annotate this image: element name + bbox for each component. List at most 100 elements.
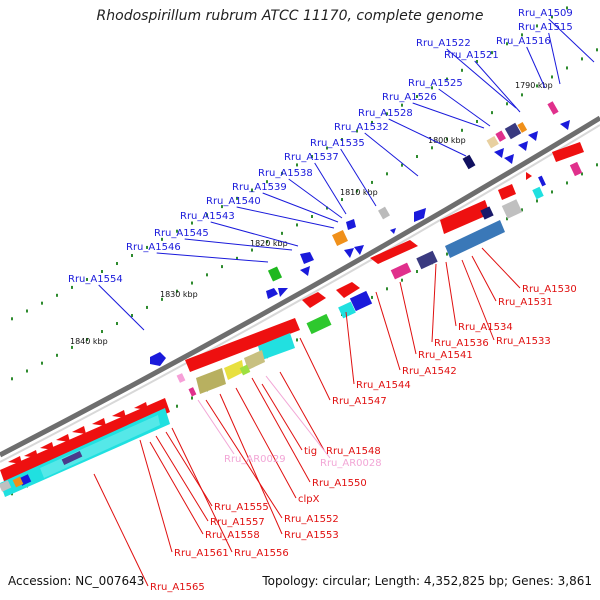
reverse-gene-label[interactable]: Rru_A1557 <box>210 517 265 528</box>
gene-arrow <box>346 219 356 230</box>
forward-gene-label[interactable]: Rru_A1525 <box>408 78 463 89</box>
scale-dot <box>146 245 148 249</box>
gene-box <box>486 136 499 149</box>
scale-dot <box>386 287 388 291</box>
forward-gene-label[interactable]: Rru_A1537 <box>284 152 339 163</box>
gene-band <box>185 318 300 372</box>
forward-gene-label[interactable]: Rru_A1538 <box>258 168 313 179</box>
reverse-leader-line <box>139 439 173 553</box>
reverse-leader-line <box>93 473 149 587</box>
scale-dot <box>116 322 118 326</box>
scale-dot <box>41 361 43 365</box>
scale-dot <box>296 338 298 342</box>
scale-dot <box>41 301 43 305</box>
gene-arrow <box>370 240 418 264</box>
scale-dot <box>311 214 313 218</box>
gene-band <box>40 415 160 478</box>
scale-dot <box>566 66 568 70</box>
gene-box <box>569 161 583 177</box>
gene-box <box>517 122 528 133</box>
reverse-gene-label[interactable]: tig <box>304 446 317 457</box>
reverse-gene-label[interactable]: Rru_A1553 <box>284 530 339 541</box>
scale-dot <box>176 289 178 293</box>
scale-tick-1800: 1800 kbp <box>428 136 466 145</box>
forward-gene-label[interactable]: Rru_A1526 <box>382 92 437 103</box>
gene-arrow <box>302 292 326 308</box>
forward-leader-line <box>288 178 343 219</box>
forward-gene-label[interactable]: Rru_A1554 <box>68 274 123 285</box>
forward-gene-label[interactable]: Rru_A1540 <box>206 196 261 207</box>
forward-leader-line <box>388 118 467 157</box>
forward-gene-label[interactable]: Rru_A1509 <box>518 8 573 19</box>
scale-dot <box>596 48 598 52</box>
scale-dot <box>596 163 598 167</box>
reverse-gene-label[interactable]: Rru_A1541 <box>418 350 473 361</box>
reverse-gene-label[interactable]: Rru_A1530 <box>522 284 577 295</box>
reverse-gene-label[interactable]: Rru_A1531 <box>498 297 553 308</box>
forward-gene-label[interactable]: Rru_A1546 <box>126 242 181 253</box>
scale-dot <box>221 265 223 269</box>
scale-dot <box>536 84 538 88</box>
forward-gene-label[interactable]: Rru_A1515 <box>518 22 573 33</box>
reverse-gene-label[interactable]: Rru_A1533 <box>496 336 551 347</box>
reverse-gene-label[interactable]: Rru_A1550 <box>312 478 367 489</box>
gene-band <box>244 350 265 370</box>
reverse-gene-label[interactable]: Rru_A1565 <box>150 582 205 593</box>
forward-leader-line <box>548 18 595 63</box>
scale-dot <box>446 252 448 256</box>
reverse-gene-label[interactable]: Rru_A1544 <box>356 380 411 391</box>
forward-gene-label[interactable]: Rru_A1532 <box>334 122 389 133</box>
scale-dot <box>146 305 148 309</box>
gene-box <box>532 186 544 200</box>
reverse-gene-label[interactable]: clpX <box>298 494 320 505</box>
reverse-gene-label[interactable]: Rru_A1542 <box>402 366 457 377</box>
reverse-gene-label[interactable]: Rru_A1556 <box>234 548 289 559</box>
scale-dot <box>236 196 238 200</box>
reverse-gene-label[interactable]: Rru_A1548 <box>326 446 381 457</box>
gene-arrow <box>560 120 570 130</box>
gene-arrow <box>498 184 516 200</box>
gene-arrow <box>278 288 288 297</box>
scale-dot <box>296 163 298 167</box>
reverse-gene-label[interactable]: Rru_A1561 <box>174 548 229 559</box>
forward-gene-label[interactable]: Rru_A1545 <box>154 228 209 239</box>
scale-dot <box>341 198 343 202</box>
reverse-gene-label[interactable]: Rru_A1555 <box>214 502 269 513</box>
rna-gene-label[interactable]: Rru_AR0029 <box>224 454 286 465</box>
forward-gene-label[interactable]: Rru_A1522 <box>416 38 471 49</box>
reverse-gene-label[interactable]: Rru_A1547 <box>332 396 387 407</box>
gene-arrow <box>526 172 532 180</box>
scale-dot <box>491 111 493 115</box>
forward-gene-label[interactable]: Rru_A1516 <box>496 36 551 47</box>
forward-gene-label[interactable]: Rru_A1543 <box>180 211 235 222</box>
forward-gene-label[interactable]: Rru_A1535 <box>310 138 365 149</box>
scale-tick-1840: 1840 kbp <box>70 337 108 346</box>
scale-dot <box>551 15 553 19</box>
scale-tick-1810: 1810 kbp <box>340 188 378 197</box>
rna-gene-label[interactable]: Rru_AR0028 <box>320 458 382 469</box>
forward-gene-label[interactable]: Rru_A1521 <box>444 50 499 61</box>
forward-gene-label[interactable]: Rru_A1539 <box>232 182 287 193</box>
scale-dot <box>161 237 163 241</box>
scale-dot <box>176 229 178 233</box>
gene-arrow <box>528 131 538 141</box>
scale-dot <box>71 345 73 349</box>
reverse-gene-label[interactable]: Rru_A1552 <box>284 514 339 525</box>
scale-dot <box>386 112 388 116</box>
gene-arrow <box>552 142 584 162</box>
forward-gene-label[interactable]: Rru_A1528 <box>358 108 413 119</box>
forward-leader-line <box>548 32 561 85</box>
gene-arrow <box>300 252 314 264</box>
gene-band <box>0 398 170 484</box>
scale-dot <box>281 171 283 175</box>
forward-leader-line <box>340 148 377 207</box>
reverse-gene-label[interactable]: Rru_A1534 <box>458 322 513 333</box>
scale-dot <box>101 330 103 334</box>
reverse-gene-label[interactable]: Rru_A1536 <box>434 338 489 349</box>
reverse-gene-label[interactable]: Rru_A1558 <box>205 530 260 541</box>
reverse-leader-line <box>431 263 437 343</box>
reverse-leader-line <box>149 441 204 535</box>
scale-dot <box>236 256 238 260</box>
scale-dot <box>416 155 418 159</box>
